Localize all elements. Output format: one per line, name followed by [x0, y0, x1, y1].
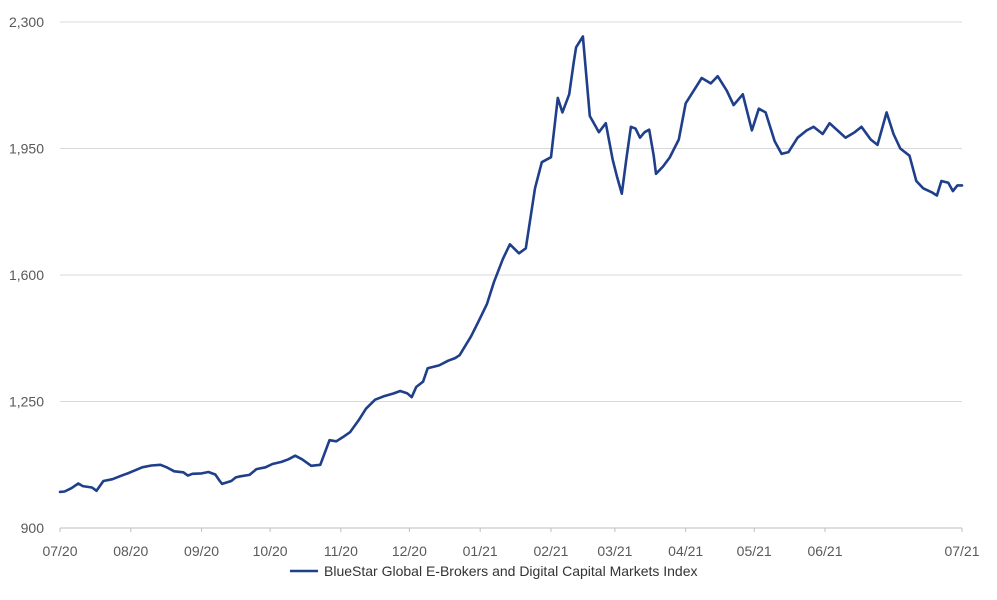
x-tick-label: 10/20 — [253, 543, 288, 559]
y-tick-label: 1,250 — [9, 394, 44, 410]
x-tick-label: 04/21 — [668, 543, 703, 559]
x-tick-label: 11/20 — [324, 543, 358, 559]
x-tick-label: 09/20 — [184, 543, 219, 559]
series-group — [58, 35, 964, 494]
legend: BlueStar Global E-Brokers and Digital Ca… — [290, 563, 698, 579]
y-tick-label: 900 — [21, 520, 45, 536]
series-line — [58, 35, 964, 494]
y-tick-label: 1,950 — [9, 141, 44, 157]
x-tick-label: 01/21 — [463, 543, 498, 559]
x-tick-label: 06/21 — [807, 543, 842, 559]
y-tick-label: 1,600 — [9, 267, 44, 283]
x-tick-label: 12/20 — [392, 543, 427, 559]
y-axis-tick-labels: 900 1,250 1,600 1,950 2,300 — [9, 14, 44, 536]
x-tick-label: 07/21 — [944, 543, 979, 559]
x-tick-label: 07/20 — [42, 543, 77, 559]
gridlines — [60, 21, 962, 402]
x-tick-label: 03/21 — [597, 543, 632, 559]
y-tick-label: 2,300 — [9, 14, 44, 30]
x-tick-label: 08/20 — [113, 543, 148, 559]
x-axis-tick-labels: 07/20 08/20 09/20 10/20 11/20 12/20 01/21 02/21… — [42, 543, 979, 559]
x-tick-label: 02/21 — [533, 543, 568, 559]
x-tick-label: 05/21 — [737, 543, 772, 559]
x-axis — [59, 527, 963, 532]
legend-label: BlueStar Global E-Brokers and Digital Ca… — [324, 563, 698, 579]
